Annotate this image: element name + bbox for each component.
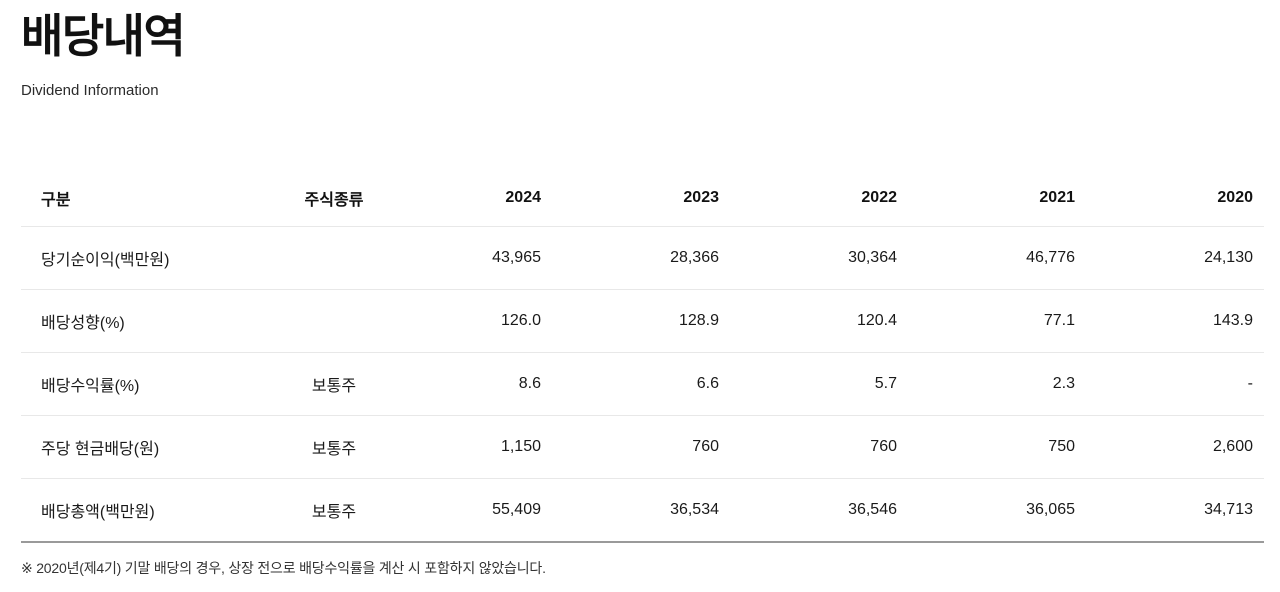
column-header-stock-type: 주식종류	[304, 191, 364, 209]
table-body: 당기순이익(백만원) 43,965 28,366 30,364 46,776 2…	[21, 226, 1264, 543]
value-cell-2023: 128.9	[552, 289, 730, 353]
table-row-cash-dividend-per-share: 주당 현금배당(원) 보통주 1,150 760 760 750 2,600	[21, 415, 1264, 479]
table-row-payout-ratio: 배당성향(%) 126.0 128.9 120.4 77.1 143.9	[21, 289, 1264, 353]
value-cell-2022: 120.4	[730, 289, 908, 353]
value-cell-2022: 30,364	[730, 226, 908, 290]
column-header-year-2023: 2023	[683, 188, 719, 206]
dividend-information-page: 배당내역 Dividend Information 구분 주식종류 2024 2…	[21, 10, 1264, 576]
value-cell-2020: -	[1086, 352, 1264, 416]
column-header-category: 구분	[41, 191, 71, 209]
stock-type-cell: 보통주	[274, 415, 394, 479]
footnote: ※ 2020년(제4기) 기말 배당의 경우, 상장 전으로 배당수익률을 계산…	[21, 559, 546, 576]
table-header: 구분 주식종류 2024 2023 2022 2021 2020	[21, 170, 1264, 227]
value-cell-2024: 1,150	[394, 415, 552, 479]
stock-type-cell	[274, 226, 394, 290]
table-row-total-dividend: 배당총액(백만원) 보통주 55,409 36,534 36,546 36,06…	[21, 478, 1264, 543]
value-cell-2022: 36,546	[730, 478, 908, 543]
row-label: 당기순이익(백만원)	[21, 226, 274, 290]
value-cell-2021: 2.3	[908, 352, 1086, 416]
value-cell-2024: 126.0	[394, 289, 552, 353]
value-cell-2023: 760	[552, 415, 730, 479]
table-row-net-income: 당기순이익(백만원) 43,965 28,366 30,364 46,776 2…	[21, 226, 1264, 290]
value-cell-2021: 46,776	[908, 226, 1086, 290]
column-header-year-2020: 2020	[1217, 188, 1253, 206]
stock-type-cell: 보통주	[274, 478, 394, 543]
column-header-year-2022: 2022	[861, 188, 897, 206]
value-cell-2020: 2,600	[1086, 415, 1264, 479]
value-cell-2021: 36,065	[908, 478, 1086, 543]
column-header-year-2021: 2021	[1039, 188, 1075, 206]
column-header-year-2024: 2024	[505, 188, 541, 206]
value-cell-2020: 143.9	[1086, 289, 1264, 353]
value-cell-2022: 5.7	[730, 352, 908, 416]
value-cell-2024: 55,409	[394, 478, 552, 543]
value-cell-2023: 36,534	[552, 478, 730, 543]
value-cell-2024: 43,965	[394, 226, 552, 290]
row-label: 배당수익률(%)	[21, 352, 274, 416]
row-label: 배당성향(%)	[21, 289, 274, 353]
table-row-dividend-yield: 배당수익률(%) 보통주 8.6 6.6 5.7 2.3 -	[21, 352, 1264, 416]
stock-type-cell	[274, 289, 394, 353]
page-subtitle: Dividend Information	[21, 81, 159, 99]
stock-type-cell: 보통주	[274, 352, 394, 416]
value-cell-2021: 77.1	[908, 289, 1086, 353]
value-cell-2020: 24,130	[1086, 226, 1264, 290]
value-cell-2021: 750	[908, 415, 1086, 479]
row-label: 배당총액(백만원)	[21, 478, 274, 543]
value-cell-2020: 34,713	[1086, 478, 1264, 543]
row-label: 주당 현금배당(원)	[21, 415, 274, 479]
value-cell-2023: 6.6	[552, 352, 730, 416]
value-cell-2024: 8.6	[394, 352, 552, 416]
header-row: 구분 주식종류 2024 2023 2022 2021 2020	[21, 170, 1264, 227]
value-cell-2022: 760	[730, 415, 908, 479]
page-title: 배당내역	[21, 10, 186, 62]
value-cell-2023: 28,366	[552, 226, 730, 290]
dividend-table: 구분 주식종류 2024 2023 2022 2021 2020 당기순이익(백…	[21, 170, 1264, 543]
